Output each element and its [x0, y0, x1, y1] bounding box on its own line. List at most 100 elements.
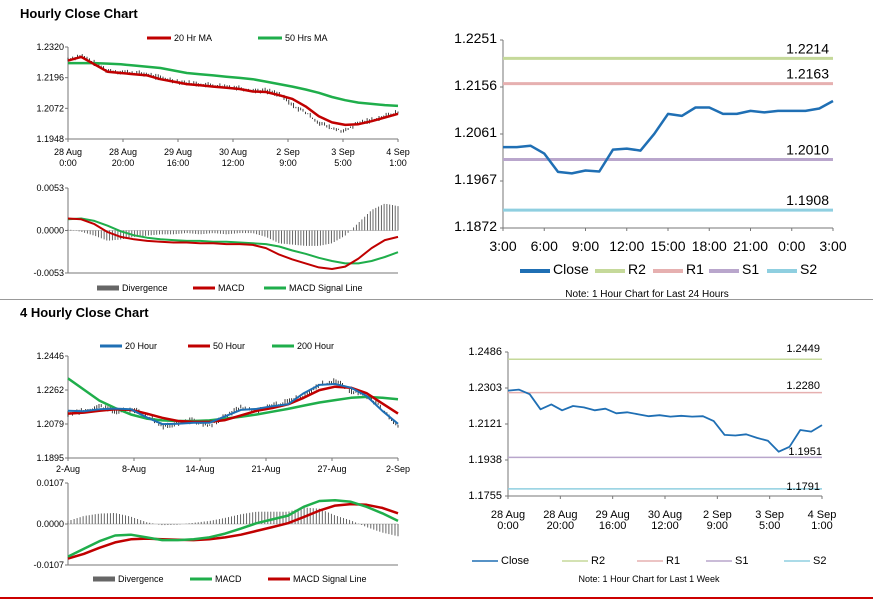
legend-hourly-macd-signal-label: MACD Signal Line — [289, 283, 363, 293]
series-200-hour — [67, 377, 399, 423]
four-hourly-price-ytick-label: 1.2262 — [36, 385, 64, 395]
hourly-week-xtick-label: 28 Aug — [491, 509, 525, 521]
hourly-macd-ytick-label: 0.0000 — [36, 226, 64, 236]
hourly-24h-ytick-label: 1.2251 — [454, 30, 497, 46]
hourly-24h-xtick-label: 18:00 — [692, 238, 727, 254]
legend-week-r1-label: R1 — [666, 555, 680, 567]
hourly-week-ytick-label: 1.2303 — [468, 382, 502, 394]
legend-20hr-ma-label: 20 Hr MA — [174, 33, 212, 43]
hourly-week-xtick-label: 0:00 — [497, 520, 518, 532]
note-week: Note: 1 Hour Chart for Last 1 Week — [579, 574, 720, 584]
four-hourly-macd-ytick-label: 0.0000 — [36, 519, 64, 529]
hourly-price-xtick-label: 0:00 — [59, 158, 77, 168]
level-label-s1: 1.2010 — [786, 142, 829, 158]
hourly-24h-ytick-label: 1.2156 — [454, 77, 497, 93]
hourly-24h-ytick-label: 1.2061 — [454, 124, 497, 140]
series-hourly-macd — [67, 217, 399, 270]
hourly-week-xtick-label: 29 Aug — [596, 509, 630, 521]
hourly-week-ytick-label: 1.2486 — [468, 346, 502, 358]
legend-24h-r2-label: R2 — [628, 261, 646, 277]
legend-week-s1-label: S1 — [735, 555, 748, 567]
legend-200-hour-label: 200 Hour — [297, 341, 334, 351]
legend-week-s2-label: S2 — [813, 555, 826, 567]
hourly-24h-xtick-label: 3:00 — [819, 238, 846, 254]
week-level-label-s2: 1.1791 — [786, 481, 820, 493]
hourly-24h-ytick-label: 1.1967 — [454, 171, 497, 187]
hourly-price-xtick-label: 28 Aug — [54, 147, 82, 157]
hourly-price-ytick-label: 1.2072 — [36, 103, 64, 113]
hourly-price-xtick-label: 29 Aug — [164, 147, 192, 157]
hourly-24h-xtick-label: 0:00 — [778, 238, 805, 254]
bottom-divider — [0, 597, 873, 599]
section-divider — [0, 299, 873, 300]
four-hourly-section-title: 4 Hourly Close Chart — [20, 305, 149, 320]
four-hourly-price-ytick-label: 1.2079 — [36, 419, 64, 429]
level-label-r1: 1.2163 — [786, 66, 829, 82]
hourly-week-xtick-label: 1:00 — [811, 520, 832, 532]
four-hourly-price-xtick-label: 8-Aug — [122, 464, 146, 474]
four-hourly-price-xtick-label: 27-Aug — [317, 464, 346, 474]
hourly-price-xtick-label: 5:00 — [334, 158, 352, 168]
four-hourly-price-xtick-label: 14-Aug — [185, 464, 214, 474]
legend-24h-s2-label: S2 — [800, 261, 817, 277]
series-50-hour — [67, 385, 399, 424]
hourly-week-xtick-label: 20:00 — [547, 520, 575, 532]
hourly-week-xtick-label: 9:00 — [707, 520, 728, 532]
legend-four-hourly-macd-signal-label: MACD Signal Line — [293, 574, 367, 584]
four-hourly-macd-ytick-label: 0.0107 — [36, 478, 64, 488]
series-close-24h — [503, 99, 834, 175]
hourly-week-xtick-label: 5:00 — [759, 520, 780, 532]
series-four-hourly-macd-signal — [67, 502, 399, 560]
four-hourly-price-ytick-label: 1.2446 — [36, 351, 64, 361]
hourly-week-xtick-label: 3 Sep — [755, 509, 784, 521]
hourly-week-xtick-label: 28 Aug — [543, 509, 577, 521]
hourly-24h-xtick-label: 15:00 — [650, 238, 685, 254]
series-20hr-ma — [67, 55, 399, 127]
four-hourly-macd-ytick-label: -0.0107 — [33, 560, 64, 570]
legend-20-hour-label: 20 Hour — [125, 341, 157, 351]
hourly-24h-xtick-label: 9:00 — [572, 238, 599, 254]
hourly-macd-ytick-label: 0.0053 — [36, 183, 64, 193]
legend-24h-close-label: Close — [553, 261, 589, 277]
hourly-week-ytick-label: 1.1755 — [468, 490, 502, 502]
legend-four-hourly-divergence-label: Divergence — [118, 574, 164, 584]
hourly-price-xtick-label: 12:00 — [222, 158, 245, 168]
hourly-macd-ytick-label: -0.0053 — [33, 268, 64, 278]
legend-50hrs-ma-label: 50 Hrs MA — [285, 33, 328, 43]
legend-week-r2-label: R2 — [591, 555, 605, 567]
legend-24h-r1-label: R1 — [686, 261, 704, 277]
four-hourly-price-xtick-label: 21-Aug — [251, 464, 280, 474]
hourly-week-xtick-label: 30 Aug — [648, 509, 682, 521]
hourly-week-xtick-label: 4 Sep — [808, 509, 837, 521]
hourly-24h-ytick-label: 1.1872 — [454, 218, 497, 234]
hourly-price-xtick-label: 3 Sep — [331, 147, 355, 157]
legend-hourly-divergence-label: Divergence — [122, 283, 168, 293]
week-level-label-r2: 1.2449 — [786, 343, 820, 355]
series-hourly-macd-signal — [67, 217, 399, 265]
legend-week-close-label: Close — [501, 555, 529, 567]
hourly-week-xtick-label: 2 Sep — [703, 509, 732, 521]
series-close-week — [507, 388, 823, 453]
hourly-24h-xtick-label: 3:00 — [489, 238, 516, 254]
legend-24h-s1-label: S1 — [742, 261, 759, 277]
hourly-24h-xtick-label: 21:00 — [733, 238, 768, 254]
hourly-price-xtick-label: 9:00 — [279, 158, 297, 168]
hourly-price-xtick-label: 1:00 — [389, 158, 407, 168]
hourly-price-xtick-label: 16:00 — [167, 158, 190, 168]
legend-hourly-macd-label: MACD — [218, 283, 245, 293]
four-hourly-price-xtick-label: 2-Aug — [56, 464, 80, 474]
hourly-price-xtick-label: 2 Sep — [276, 147, 300, 157]
hourly-price-xtick-label: 28 Aug — [109, 147, 137, 157]
series-20-hour — [67, 383, 399, 426]
hourly-price-ytick-label: 1.1948 — [36, 134, 64, 144]
level-label-r2: 1.2214 — [786, 40, 829, 56]
hourly-section-title: Hourly Close Chart — [20, 6, 138, 21]
hourly-price-ytick-label: 1.2196 — [36, 73, 64, 83]
hourly-price-ytick-label: 1.2320 — [36, 42, 64, 52]
note-24h: Note: 1 Hour Chart for Last 24 Hours — [565, 289, 728, 300]
hourly-week-ytick-label: 1.1938 — [468, 454, 502, 466]
four-hourly-price-xtick-label: 2-Sep — [386, 464, 410, 474]
hourly-price-xtick-label: 20:00 — [112, 158, 135, 168]
four-hourly-price-ytick-label: 1.1895 — [36, 453, 64, 463]
